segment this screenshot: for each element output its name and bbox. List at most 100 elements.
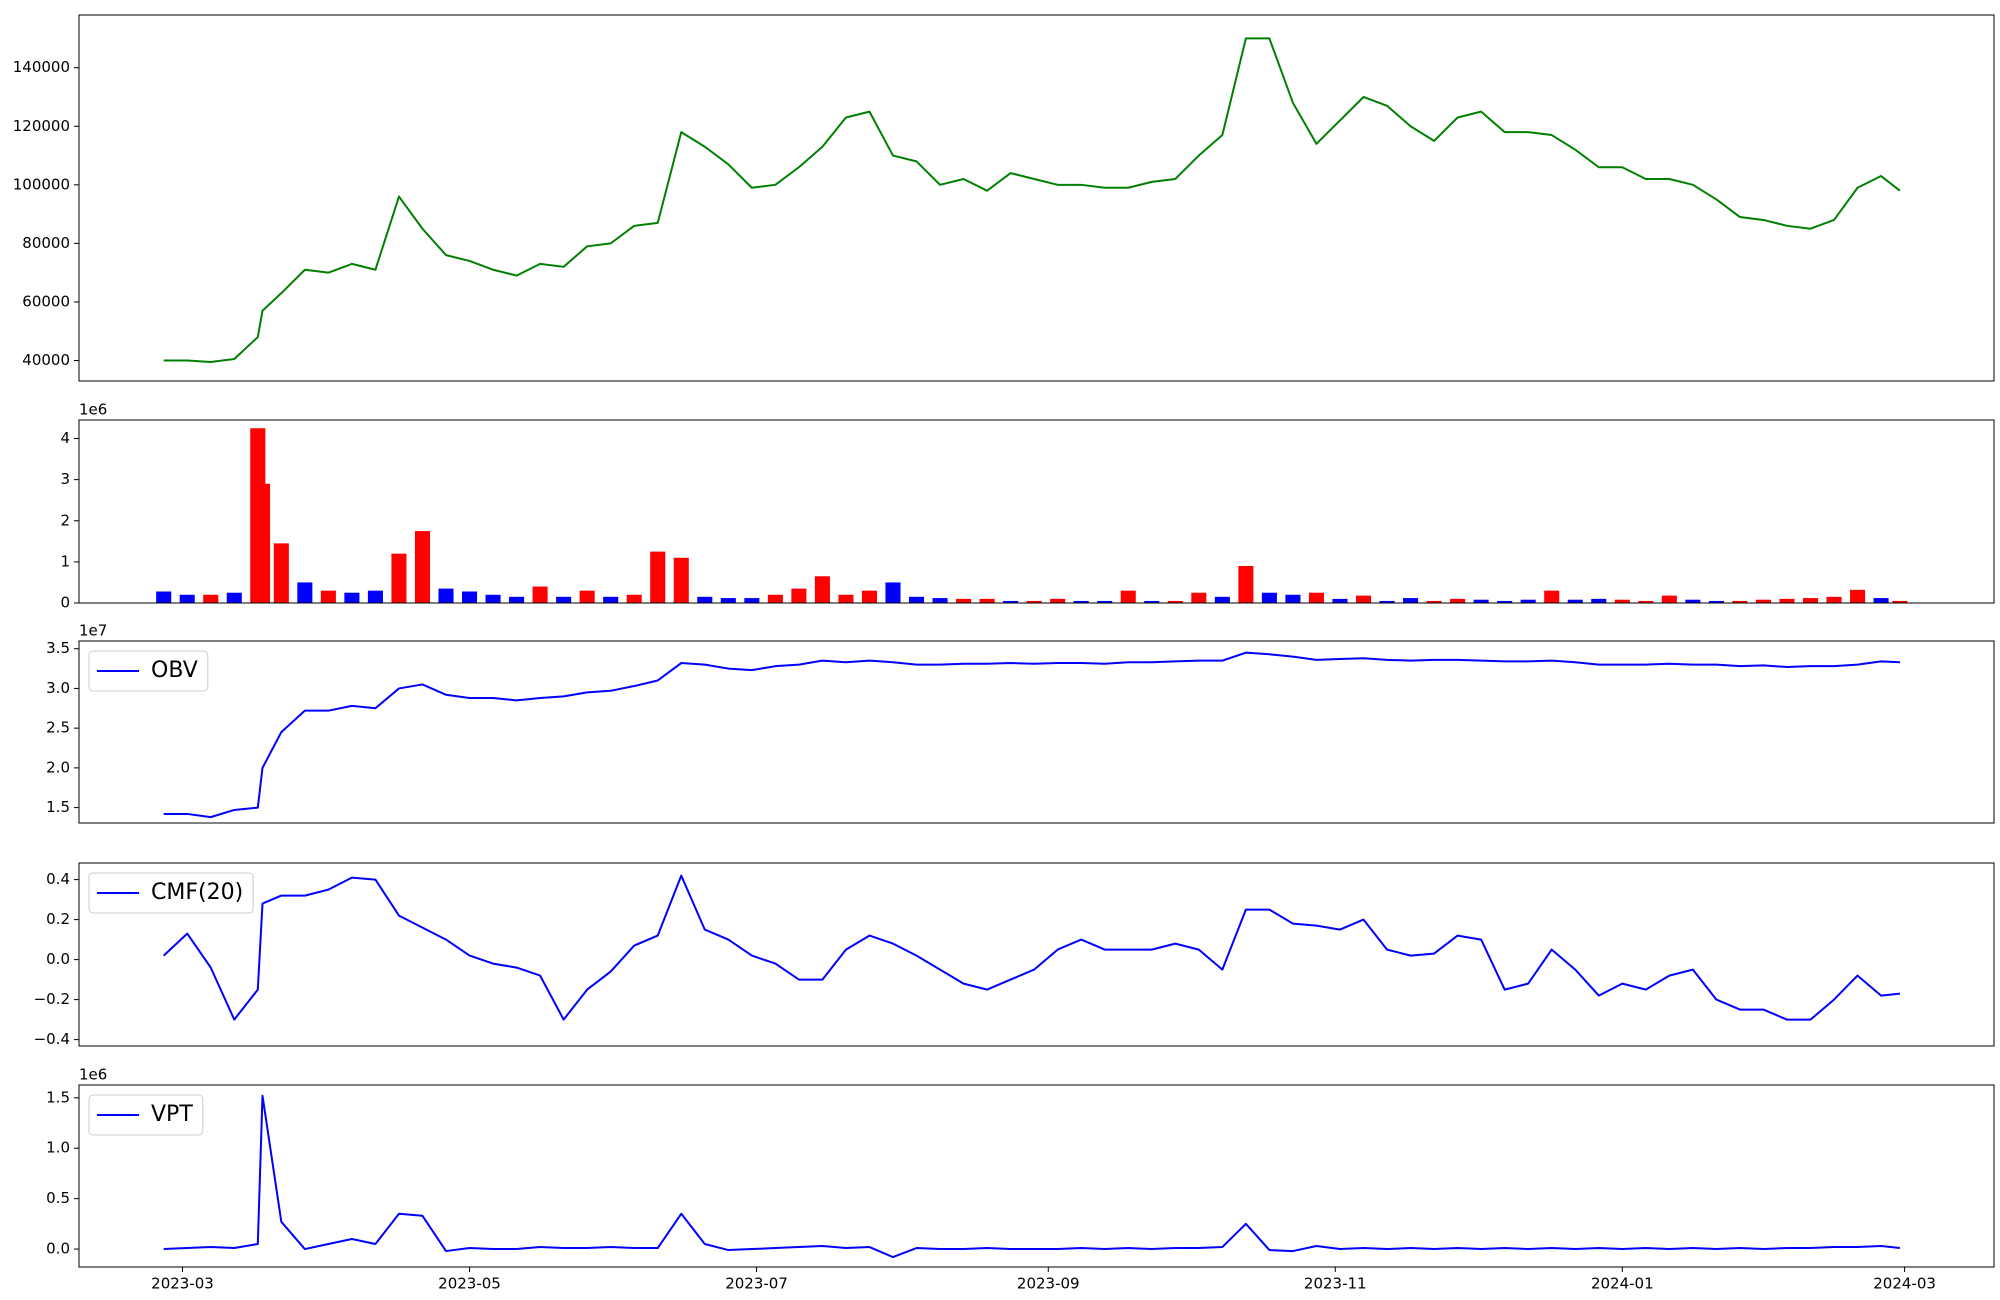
y-tick-label: 0.0: [46, 1240, 70, 1258]
volume-bar: [438, 588, 454, 603]
volume-bar: [1003, 600, 1019, 603]
volume-bar: [1638, 600, 1654, 603]
volume-bar: [273, 543, 289, 603]
volume-bar: [814, 576, 830, 603]
volume-bar: [156, 591, 172, 603]
volume-bar: [297, 582, 313, 603]
y-tick-label: 80000: [22, 234, 70, 252]
volume-bar: [720, 598, 736, 603]
volume-bar: [956, 598, 972, 603]
volume-bar: [226, 592, 242, 603]
volume-bar: [1520, 599, 1536, 603]
volume-bar: [1661, 595, 1677, 603]
volume-bar: [626, 594, 642, 603]
volume-bar: [1591, 598, 1607, 603]
y-tick-label: 100000: [13, 175, 70, 193]
volume-bar: [179, 594, 195, 603]
volume-bar: [1892, 600, 1908, 603]
x-tick-label: 2023-05: [438, 1275, 501, 1293]
volume-bar: [1802, 598, 1819, 603]
volume-bar: [697, 596, 713, 603]
volume-bar: [462, 591, 478, 603]
y-tick-label: 0.0: [46, 950, 70, 968]
volume-bar: [1026, 600, 1042, 603]
y-tick-label: 1.0: [46, 1139, 70, 1157]
volume-bar: [885, 582, 901, 603]
y-tick-label: 1.5: [46, 798, 70, 816]
volume-bar: [1567, 599, 1583, 603]
volume-bar: [1732, 600, 1748, 603]
volume-bar: [1332, 598, 1348, 603]
y-tick-label: −0.2: [34, 990, 70, 1008]
axes-frame: [78, 640, 1995, 824]
x-tick-label: 2023-03: [151, 1275, 214, 1293]
y-tick-label: 3: [60, 470, 70, 488]
volume-bar: [1379, 600, 1395, 603]
volume-bar: [1708, 600, 1724, 603]
volume-bar: [603, 596, 619, 603]
axes-frame: [78, 419, 1995, 604]
volume-bar: [367, 590, 383, 603]
volume-bar: [532, 586, 548, 603]
y-tick-label: 3.5: [46, 639, 70, 657]
volume-bar: [485, 594, 501, 603]
y-tick-label: 2: [60, 511, 70, 529]
volume-bar: [1544, 590, 1560, 603]
volume-bar: [203, 594, 219, 603]
legend-label: CMF(20): [151, 880, 243, 905]
volume-bar: [1426, 600, 1442, 603]
volume-bar: [979, 598, 995, 603]
volume-bar: [791, 588, 807, 603]
volume-bar: [414, 531, 431, 603]
y-tick-label: 40000: [22, 351, 70, 369]
volume-bar: [1308, 592, 1324, 603]
volume-bar: [509, 596, 525, 603]
volume-bar: [579, 590, 595, 603]
volume-bar: [1685, 599, 1701, 603]
y-tick-label: 1: [60, 552, 70, 570]
series-line: [163, 651, 1900, 819]
series-line: [163, 874, 1901, 1021]
axes-frame: [78, 1084, 1995, 1268]
volume-bar: [1285, 594, 1301, 603]
volume-bar: [391, 553, 407, 603]
volume-bar: [861, 590, 877, 603]
volume-bar: [1167, 600, 1183, 603]
y-tick-label: 2.5: [46, 719, 70, 737]
x-tick-label: 2024-01: [1591, 1275, 1654, 1293]
volume-bar: [320, 590, 336, 603]
y-tick-label: 120000: [13, 117, 70, 135]
volume-bar: [744, 598, 760, 603]
legend-label: VPT: [151, 1102, 193, 1127]
volume-bar: [1850, 589, 1866, 603]
offset-label: 1e6: [79, 1066, 107, 1084]
offset-label: 1e7: [79, 622, 107, 640]
y-tick-label: 140000: [13, 58, 70, 76]
axes-frame: [78, 14, 1995, 382]
y-tick-label: 60000: [22, 292, 70, 310]
volume-bar: [767, 594, 783, 603]
volume-bar: [556, 596, 572, 603]
volume-bar: [1450, 598, 1466, 603]
y-tick-label: 2.0: [46, 758, 70, 776]
volume-bar: [1214, 596, 1230, 603]
series-line: [163, 1094, 1901, 1259]
axes-frame: [78, 862, 1995, 1047]
volume-bar: [1779, 598, 1795, 603]
volume-bar: [344, 592, 360, 603]
legend-box: [88, 650, 209, 692]
y-tick-label: 0.4: [46, 870, 70, 888]
legend-box: [88, 872, 254, 914]
volume-bar: [1261, 592, 1277, 603]
volume-bar: [1873, 598, 1889, 603]
volume-bar: [1473, 599, 1489, 603]
volume-bar: [1097, 600, 1113, 603]
y-tick-label: 0.2: [46, 910, 70, 928]
y-tick-label: 0.5: [46, 1189, 70, 1207]
volume-bar: [650, 551, 666, 603]
volume-bar: [1614, 599, 1630, 603]
y-tick-label: −0.4: [34, 1030, 70, 1048]
volume-bar: [254, 483, 271, 603]
volume-bar: [932, 598, 948, 603]
